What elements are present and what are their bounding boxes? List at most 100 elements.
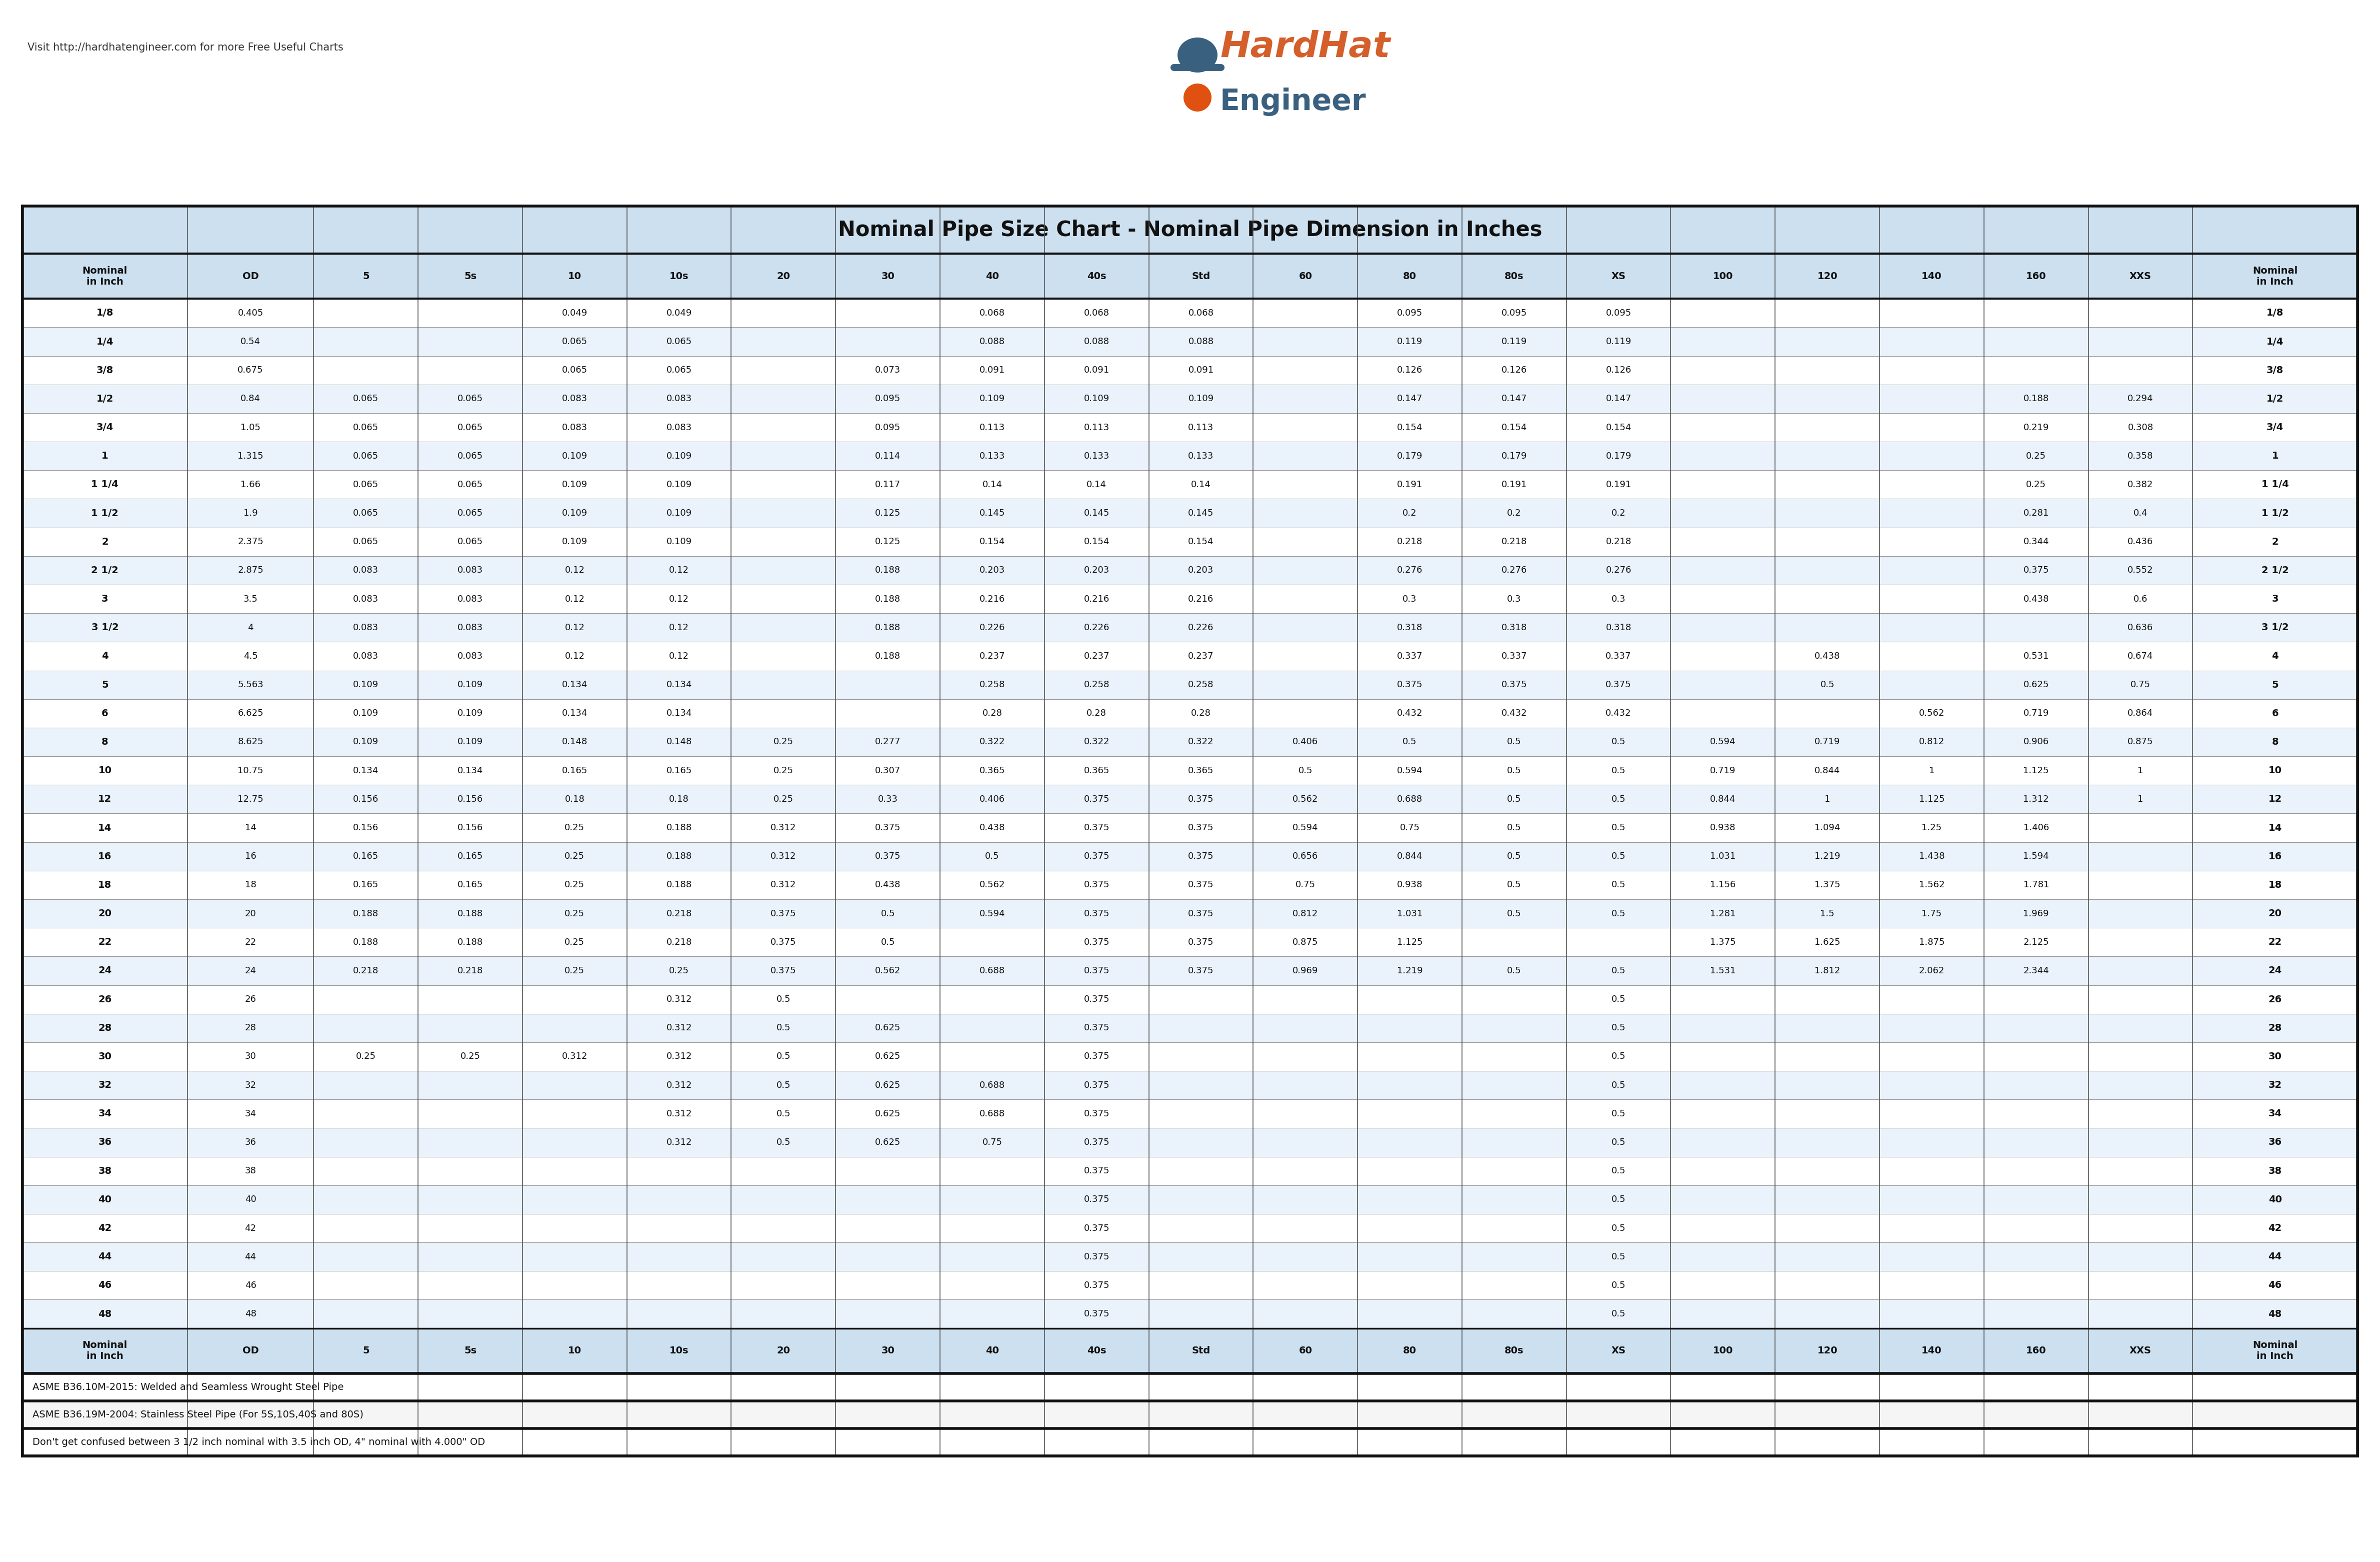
Text: 16: 16 — [98, 851, 112, 861]
Text: 0.625: 0.625 — [2023, 681, 2049, 689]
Bar — [21, 442, 2359, 470]
Text: 0.438: 0.438 — [876, 881, 900, 889]
Text: 0.218: 0.218 — [352, 967, 378, 975]
Text: 0.154: 0.154 — [978, 537, 1004, 547]
Text: 140: 140 — [1921, 272, 1942, 281]
Text: 12: 12 — [2268, 795, 2282, 804]
Text: 14: 14 — [245, 823, 257, 833]
Text: 0.5: 0.5 — [1611, 1053, 1626, 1061]
Text: 20: 20 — [2268, 909, 2282, 918]
Text: 0.109: 0.109 — [666, 509, 693, 517]
Text: 0.203: 0.203 — [1083, 565, 1109, 575]
Text: 0.688: 0.688 — [981, 1109, 1004, 1118]
Text: 0.375: 0.375 — [1083, 937, 1109, 947]
Text: 80: 80 — [1404, 1346, 1416, 1356]
Bar — [21, 870, 2359, 900]
Text: 0.5: 0.5 — [1611, 851, 1626, 861]
Text: 0.154: 0.154 — [1083, 537, 1109, 547]
Text: 48: 48 — [2268, 1309, 2282, 1318]
Text: 0.188: 0.188 — [666, 881, 693, 889]
Text: 1.219: 1.219 — [1397, 967, 1423, 975]
Text: 2.062: 2.062 — [1918, 967, 1944, 975]
Text: 20: 20 — [776, 1346, 790, 1356]
Text: 0.109: 0.109 — [562, 537, 588, 547]
Text: 0.12: 0.12 — [564, 623, 585, 633]
Text: 0.365: 0.365 — [1188, 765, 1214, 775]
Text: 0.065: 0.065 — [457, 537, 483, 547]
Text: 5.563: 5.563 — [238, 681, 264, 689]
Text: 0.375: 0.375 — [1083, 1167, 1109, 1176]
Text: 0.083: 0.083 — [457, 565, 483, 575]
Text: 0.188: 0.188 — [666, 851, 693, 861]
Text: 0.312: 0.312 — [666, 1053, 693, 1061]
Text: 48: 48 — [245, 1309, 257, 1318]
Text: 1 1/2: 1 1/2 — [90, 509, 119, 519]
Text: 0.258: 0.258 — [1188, 681, 1214, 689]
Text: 1.375: 1.375 — [1709, 937, 1735, 947]
Text: 10s: 10s — [669, 272, 688, 281]
Text: 0.113: 0.113 — [981, 423, 1004, 433]
Text: 0.625: 0.625 — [876, 1109, 900, 1118]
Text: 0.25: 0.25 — [564, 967, 585, 975]
Text: 0.344: 0.344 — [2023, 537, 2049, 547]
Text: 0.088: 0.088 — [1188, 337, 1214, 347]
Text: 0.065: 0.065 — [457, 480, 483, 489]
Text: 1.315: 1.315 — [238, 451, 264, 461]
Text: 44: 44 — [98, 1253, 112, 1262]
Text: 5: 5 — [2271, 679, 2278, 689]
Text: 0.5: 0.5 — [1507, 737, 1521, 747]
Text: 0.095: 0.095 — [876, 394, 900, 403]
Text: 0.179: 0.179 — [1606, 451, 1630, 461]
Text: 0.812: 0.812 — [1292, 909, 1319, 918]
Text: 0.594: 0.594 — [978, 909, 1004, 918]
Text: 2.875: 2.875 — [238, 565, 264, 575]
Text: 0.147: 0.147 — [1606, 394, 1630, 403]
Text: 0.5: 0.5 — [1611, 737, 1626, 747]
Text: 1 1/4: 1 1/4 — [2261, 480, 2290, 489]
Text: 3: 3 — [2273, 594, 2278, 604]
Text: 0.688: 0.688 — [981, 967, 1004, 975]
Text: 0.719: 0.719 — [2023, 709, 2049, 719]
Text: 0.312: 0.312 — [666, 1023, 693, 1032]
Text: 0.133: 0.133 — [978, 451, 1004, 461]
Text: 0.188: 0.188 — [2023, 394, 2049, 403]
Text: 0.083: 0.083 — [352, 651, 378, 661]
Text: 0.068: 0.068 — [981, 309, 1004, 317]
Text: 0.109: 0.109 — [562, 480, 588, 489]
Text: 0.083: 0.083 — [457, 595, 483, 603]
Text: 0.75: 0.75 — [1399, 823, 1421, 833]
Text: 40s: 40s — [1088, 272, 1107, 281]
Text: 0.25: 0.25 — [669, 967, 690, 975]
Text: 0.191: 0.191 — [1606, 480, 1630, 489]
Text: 0.312: 0.312 — [666, 1109, 693, 1118]
Text: 0.188: 0.188 — [666, 823, 693, 833]
Text: 0.318: 0.318 — [1502, 623, 1528, 633]
Text: 16: 16 — [245, 851, 257, 861]
Text: 80s: 80s — [1504, 1346, 1523, 1356]
Text: XS: XS — [1611, 272, 1626, 281]
Text: 0.432: 0.432 — [1397, 709, 1423, 719]
Text: 0.406: 0.406 — [1292, 737, 1319, 747]
Text: 1.5: 1.5 — [1821, 909, 1835, 918]
Text: 0.065: 0.065 — [666, 337, 693, 347]
Text: 0.12: 0.12 — [669, 651, 690, 661]
Text: 0.375: 0.375 — [1188, 909, 1214, 918]
Text: 0.218: 0.218 — [1502, 537, 1528, 547]
Text: 0.095: 0.095 — [1397, 309, 1423, 317]
Text: 28: 28 — [245, 1023, 257, 1032]
Text: 0.156: 0.156 — [457, 823, 483, 833]
Text: 0.375: 0.375 — [1083, 823, 1109, 833]
Text: 1.25: 1.25 — [1921, 823, 1942, 833]
Text: 0.5: 0.5 — [1507, 823, 1521, 833]
Text: 0.337: 0.337 — [1606, 651, 1630, 661]
Text: 0.065: 0.065 — [352, 509, 378, 517]
Text: 0.312: 0.312 — [562, 1053, 588, 1061]
Text: 8: 8 — [2271, 737, 2278, 747]
Text: 0.095: 0.095 — [1606, 309, 1630, 317]
Bar — [21, 584, 2359, 614]
Text: 36: 36 — [245, 1137, 257, 1147]
Text: 30: 30 — [2268, 1051, 2282, 1061]
Text: 40: 40 — [2268, 1195, 2282, 1204]
Text: 0.375: 0.375 — [1083, 1053, 1109, 1061]
Bar — [21, 556, 2359, 584]
